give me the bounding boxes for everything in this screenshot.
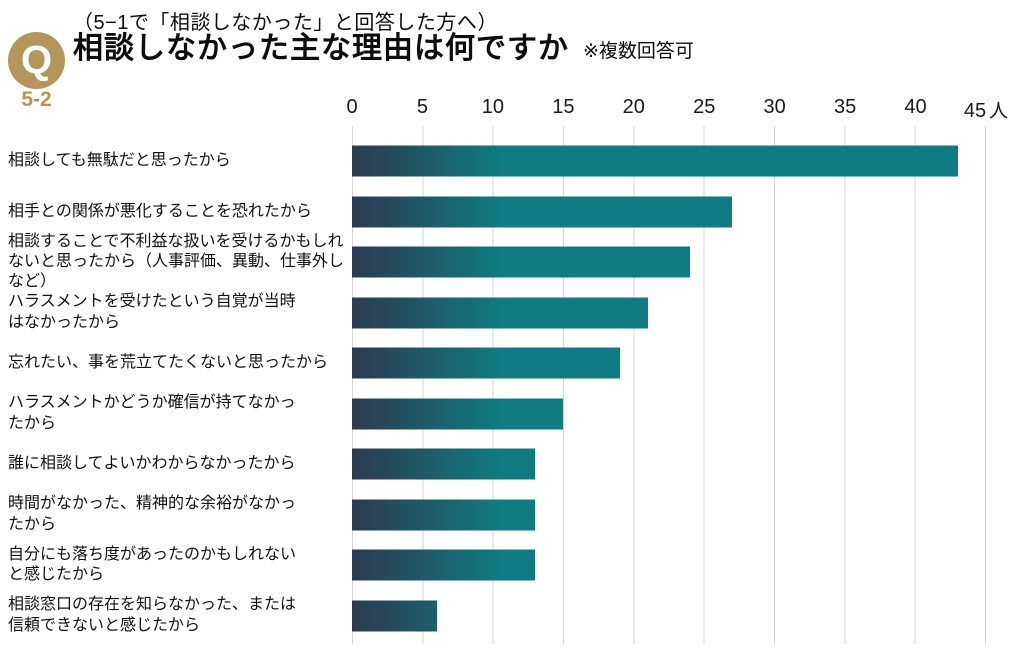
category-label: ハラスメントを受けたという自覚が当時 はなかったから [8,293,296,331]
axis-unit-label: 人 [989,101,1009,122]
table-row: 自分にも落ち度があったのかもしれない と感じたから [0,540,986,591]
table-row: 相談窓口の存在を知らなかった、または 信頼できないと感じたから [0,591,986,642]
bar-track [352,136,986,187]
bar [352,398,564,430]
bar [352,145,958,177]
bar-track [352,591,986,642]
axis-tick-with-unit: 45 人 [964,96,1008,123]
table-row: 忘れたい、事を荒立てたくないと思ったから [0,338,986,389]
bar-track [352,237,986,288]
axis-tick: 25 [693,96,716,118]
category-label: 相談窓口の存在を知らなかった、または 信頼できないと感じたから [8,596,297,634]
bar-track [352,540,986,591]
axis-tick: 20 [622,96,645,118]
bar-track [352,389,986,440]
axis-tick: 45 [963,100,987,122]
bar-track [352,439,986,490]
category-label: 相談しても無駄だと思ったから [8,152,231,170]
bar-track [352,288,986,339]
multiple-answers-note: ※複数回答可 [583,41,694,62]
category-label: 時間がなかった、精神的な余裕がなかっ たから [8,495,297,533]
axis-tick: 30 [763,96,786,118]
bar-rows: 相談しても無駄だと思ったから 相手との関係が悪化することを恐れたから 相談するこ… [0,136,986,641]
axis-tick: 0 [346,96,358,118]
bar [352,347,620,379]
bar [352,600,437,632]
bar-track [352,187,986,238]
category-label: 忘れたい、事を荒立てたくないと思ったから [8,354,329,372]
category-label: 誰に相談してよいかわからなかったから [8,455,296,473]
question-number: 5-2 [21,88,52,111]
table-row: ハラスメントかどうか確信が持てなかっ たから [0,389,986,440]
axis-tick: 40 [904,96,927,118]
question-badge: Q [8,32,65,89]
axis-tick: 10 [481,96,504,118]
title-line: 相談しなかった主な理由は何ですか ※複数回答可 [73,31,694,67]
bar [352,246,691,278]
bar [352,297,648,329]
bar [352,448,536,480]
page-title: 相談しなかった主な理由は何ですか [73,32,569,65]
table-row: ハラスメントを受けたという自覚が当時 はなかったから [0,288,986,339]
category-label: 相手との関係が悪化することを恐れたから [8,202,312,220]
axis-tick: 5 [416,96,428,118]
axis-tick: 15 [552,96,575,118]
table-row: 相手との関係が悪化することを恐れたから [0,187,986,238]
bar [352,499,536,531]
axis-tick: 35 [833,96,857,118]
bar [352,196,733,228]
q-icon: Q [20,37,53,82]
bar [352,549,536,581]
bar-track [352,338,986,389]
table-row: 時間がなかった、精神的な余裕がなかっ たから [0,490,986,541]
category-label: 自分にも落ち度があったのかもしれない と感じたから [8,545,297,584]
table-row: 相談することで不利益な扱いを受けるかもしれ ないと思ったから（人事評価、異動、仕… [0,233,986,290]
bar-track [352,490,986,541]
table-row: 相談しても無駄だと思ったから [0,136,986,187]
category-label: 相談することで不利益な扱いを受けるかもしれ ないと思ったから（人事評価、異動、仕… [8,232,345,291]
category-label: ハラスメントかどうか確信が持てなかっ たから [8,394,296,432]
condition-note: （5−1で「相談しなかった」と回答した方へ） [73,12,498,34]
table-row: 誰に相談してよいかわからなかったから [0,439,986,490]
